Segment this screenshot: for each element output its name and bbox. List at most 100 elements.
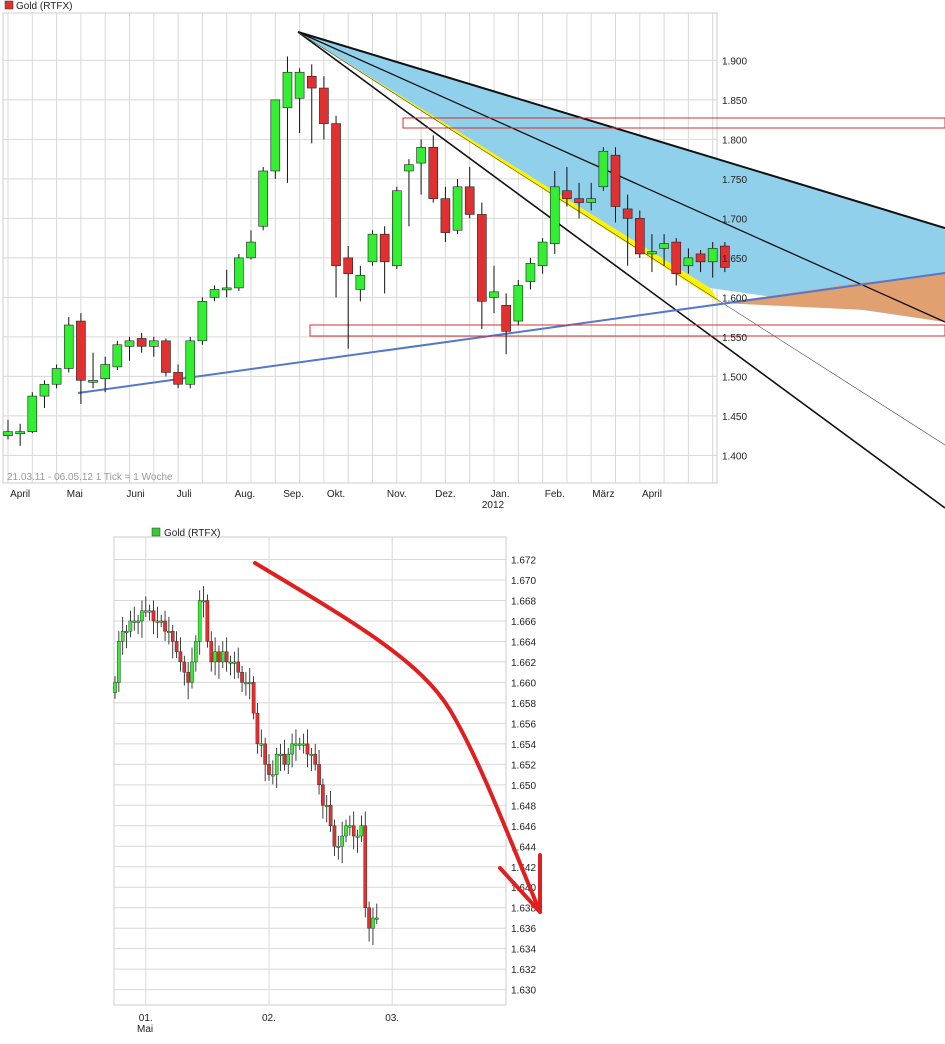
weekly-candle-body (282, 71, 293, 109)
weekly-candle-body (39, 383, 50, 397)
weekly-candle-body (161, 340, 171, 373)
intraday-candle-body (201, 600, 206, 603)
intraday-candle-body (371, 917, 375, 929)
weekly-candle-body (707, 248, 718, 263)
weekly-candle-body (586, 198, 597, 203)
intraday-y-axis: 1.672 1.670 1.668 1.666 1.664 1.662 1.660 1.658… (511, 556, 536, 997)
weekly-y-tick-label: 1.850 (722, 96, 747, 107)
intraday-candle-body (136, 620, 140, 623)
intraday-candle-body (251, 682, 256, 714)
intraday-y-tick-label: 1.648 (511, 801, 536, 812)
fan-line-upper (297, 31, 945, 229)
intraday-y-tick-label: 1.668 (511, 596, 536, 607)
intraday-candle-body (340, 835, 344, 847)
intraday-candle-body (359, 825, 364, 837)
weekly-candle-body (720, 245, 730, 268)
intraday-candle-body (124, 631, 129, 633)
intraday-candle-body (182, 661, 187, 673)
weekly-y-tick-label: 1.600 (722, 293, 747, 304)
weekly-y-tick-label: 1.900 (722, 56, 747, 67)
intraday-candle-body (255, 712, 260, 745)
weekly-x-tick-label: Jan. (491, 489, 510, 500)
intraday-y-tick-label: 1.658 (511, 699, 536, 710)
weekly-candle-body (549, 186, 560, 244)
intraday-y-tick-label: 1.654 (511, 740, 536, 751)
intraday-y-tick-label: 1.672 (511, 556, 536, 567)
weekly-candle-body (598, 150, 609, 188)
intraday-candle-body (232, 661, 237, 664)
weekly-candle-body (671, 241, 682, 274)
intraday-candle-body (267, 764, 271, 775)
weekly-x-tick-label: Feb. (545, 489, 565, 500)
weekly-candle-body (15, 431, 25, 434)
intraday-candle-body (120, 631, 125, 642)
weekly-year-label: 2012 (482, 500, 505, 511)
weekly-candle-body (391, 190, 402, 267)
intraday-y-tick-label: 1.666 (511, 617, 536, 628)
weekly-candle-body (76, 320, 86, 381)
intraday-candle-body (205, 600, 210, 642)
intraday-chart: 1.672 1.670 1.668 1.666 1.664 1.662 1.660 1.658… (113, 527, 542, 1035)
weekly-x-tick-label: April (642, 489, 662, 500)
weekly-y-tick-label: 1.650 (722, 254, 747, 265)
weekly-candle-body (173, 372, 183, 385)
intraday-x-axis: 01. 02. 03. (139, 1013, 399, 1024)
intraday-candle-body (367, 907, 371, 929)
downtrend-arrow (253, 561, 542, 914)
intraday-candle-body (324, 805, 329, 808)
intraday-y-tick-label: 1.634 (511, 945, 536, 956)
intraday-y-tick-label: 1.630 (511, 986, 536, 997)
intraday-candle-body (194, 641, 198, 663)
intraday-candle-body (344, 825, 348, 837)
weekly-candle-body (149, 340, 159, 347)
intraday-candle-body (294, 743, 298, 746)
weekly-candle-body (683, 257, 694, 267)
weekly-candle-body (270, 99, 281, 172)
intraday-candle-body (286, 753, 291, 765)
intraday-y-tick-label: 1.670 (511, 576, 536, 587)
weekly-x-tick-label: April (10, 489, 30, 500)
weekly-candle-body (319, 87, 329, 124)
weekly-candle-body (537, 241, 548, 267)
weekly-candle-body (258, 170, 268, 227)
intraday-candle-body (271, 774, 275, 777)
intraday-y-tick-label: 1.646 (511, 822, 536, 833)
intraday-candle-body (351, 825, 356, 837)
intraday-candle-body (178, 651, 183, 663)
intraday-legend-label: Gold (RTFX) (164, 528, 221, 539)
intraday-candle-body (163, 620, 167, 632)
resistance-box (402, 117, 945, 129)
intraday-plot-area (113, 536, 507, 1006)
intraday-y-tick-label: 1.644 (511, 842, 536, 853)
weekly-candle-body (440, 198, 451, 233)
weekly-x-tick-label: Juli (177, 489, 192, 500)
weekly-candle-body (112, 344, 123, 368)
weekly-plot-area (2, 12, 718, 484)
weekly-candle-body (234, 257, 244, 289)
weekly-candle-body (331, 123, 341, 267)
intraday-candles (113, 586, 379, 946)
weekly-candle-body (306, 75, 317, 89)
weekly-candle-body (647, 251, 657, 255)
weekly-candle-body (27, 395, 38, 432)
weekly-y-tick-label: 1.700 (722, 214, 747, 225)
weekly-candle-body (355, 274, 366, 290)
intraday-candle-body (170, 631, 175, 642)
weekly-candle-body (610, 154, 621, 207)
weekly-legend-swatch (4, 0, 14, 10)
weekly-x-tick-label: Aug. (235, 489, 256, 500)
intraday-candle-body (375, 917, 379, 920)
weekly-y-axis: 1.900 1.850 1.800 1.750 1.700 1.650 1.600 1.550… (722, 56, 747, 462)
intraday-candle-body (355, 835, 360, 838)
weekly-drawings (77, 31, 945, 509)
weekly-x-tick-label: Sep. (283, 489, 304, 500)
weekly-candle-body (501, 304, 511, 332)
weekly-candle-body (88, 380, 98, 383)
intraday-candle-body (263, 743, 267, 765)
intraday-y-tick-label: 1.664 (511, 637, 536, 648)
weekly-candle-body (634, 218, 645, 255)
fan-line-thin (297, 31, 945, 446)
weekly-candle-body (379, 233, 390, 263)
orange-fan-zone (720, 273, 945, 322)
